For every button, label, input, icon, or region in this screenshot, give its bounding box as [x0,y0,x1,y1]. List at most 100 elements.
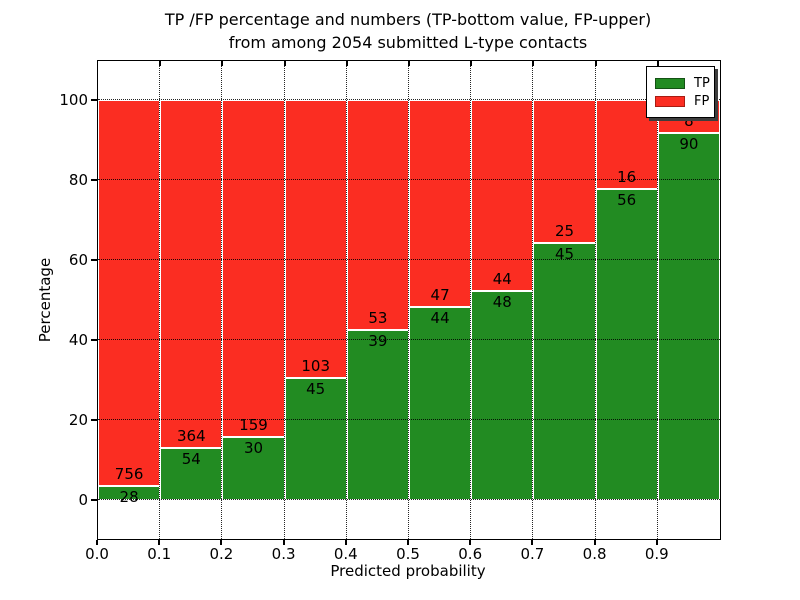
x-tick-label: 0.3 [271,545,296,563]
chart-title: TP /FP percentage and numbers (TP-bottom… [97,8,719,54]
legend-label: FP [694,93,710,109]
chart-title-line2: from among 2054 submitted L-type contact… [228,33,588,52]
x-tick-bottom [96,539,98,545]
gridline-vertical [159,61,161,539]
x-tick-label: 0.8 [582,545,607,563]
fp-count-label: 8 [684,111,694,130]
bar-segment-tp [284,378,347,500]
bar-segment-fp [346,100,409,331]
x-tick-bottom [469,539,472,545]
fp-count-label: 16 [617,167,637,186]
x-tick-top [283,61,286,66]
y-tick-left [91,259,97,261]
x-tick-top [159,61,162,66]
x-tick-bottom [344,539,347,545]
x-tick-bottom [407,539,409,545]
x-tick-top [594,61,597,66]
bar-segment-tp [471,291,534,500]
tp-count-label: 56 [617,190,637,209]
gridline-vertical [221,61,223,539]
x-axis-label: Predicted probability [330,562,486,580]
fp-count-label: 25 [554,221,575,240]
bar-segment-tp [160,448,223,500]
x-tick-top [532,61,535,66]
x-tick-top [470,61,473,66]
x-tick-label: 0.6 [458,545,483,563]
gridline-horizontal [98,179,720,180]
chart-title-line1: TP /FP percentage and numbers (TP-bottom… [164,10,652,29]
bar-segment-tp [346,330,409,500]
fp-count-label: 53 [368,309,388,328]
y-tick-label: 100 [59,91,88,109]
y-tick-label: 80 [68,171,88,189]
legend-entry: FP [655,93,710,109]
bar-segment-tp [595,188,658,500]
x-tick-label: 0.2 [209,545,234,563]
legend-swatch-fp [655,95,685,107]
x-tick-bottom [158,539,161,545]
x-tick-bottom [220,539,223,545]
y-tick-left [91,179,97,181]
tp-count-label: 28 [119,487,139,506]
gridline-horizontal [98,499,720,500]
y-tick-label: 20 [68,411,88,429]
gridline-vertical [283,61,285,539]
tp-count-label: 90 [679,134,699,153]
y-tick-left [91,339,97,341]
x-tick-bottom [655,539,658,545]
gridline-horizontal [98,259,720,260]
y-axis-label: Percentage [36,257,54,343]
tp-count-label: 30 [243,438,264,457]
fp-count-label: 159 [239,415,268,434]
y-tick-label: 0 [78,491,88,509]
y-tick-left [91,499,97,501]
legend: TP FP [646,66,715,118]
legend-swatch-tp [655,77,685,89]
y-tick-label: 40 [68,331,88,349]
y-tick-left [91,419,97,421]
bar-segment-fp [533,100,596,243]
x-tick-label: 0.9 [644,545,669,563]
fp-count-label: 44 [492,270,512,289]
fp-count-label: 364 [176,427,206,446]
fp-count-label: 756 [114,464,144,483]
x-tick-label: 0.7 [520,545,545,563]
bar-segment-tp [533,242,596,500]
x-tick-label: 0.0 [85,545,109,563]
gridline-vertical [594,61,596,539]
bar-segment-fp [284,100,347,379]
gridline-vertical [532,61,534,539]
x-tick-top [345,61,348,66]
tp-count-label: 45 [306,380,326,399]
x-tick-label: 0.5 [396,545,420,563]
gridline-horizontal [98,99,720,100]
tp-count-label: 44 [430,308,450,327]
gridline-vertical [345,61,347,539]
x-tick-bottom [531,539,534,545]
tp-count-label: 45 [554,244,575,263]
y-tick-label: 60 [68,251,88,269]
gridline-vertical [470,61,472,539]
x-tick-bottom [593,539,596,545]
tp-count-label: 48 [492,293,512,312]
bar-segment-tp [657,132,720,500]
bar-segment-fp [98,100,161,486]
tp-count-label: 39 [368,332,388,351]
y-tick-left [91,99,97,101]
bar-segment-tp [409,306,472,500]
bar-segment-fp [160,100,223,449]
tp-count-label: 54 [181,450,201,469]
gridline-horizontal [98,419,720,420]
x-tick-label: 0.4 [333,545,358,563]
x-tick-top [656,61,659,66]
fp-count-label: 103 [301,357,331,376]
gridline-vertical [656,61,658,539]
gridline-horizontal [98,339,720,340]
bar-segment-fp [222,100,285,437]
legend-label: TP [694,75,710,91]
fp-count-label: 47 [430,285,450,304]
x-tick-bottom [282,539,285,545]
x-tick-top [408,61,410,66]
plot-area: 756 28 364 54 159 30 103 45 53 39 47 44 44 48 25 45 16 56… [97,60,721,540]
